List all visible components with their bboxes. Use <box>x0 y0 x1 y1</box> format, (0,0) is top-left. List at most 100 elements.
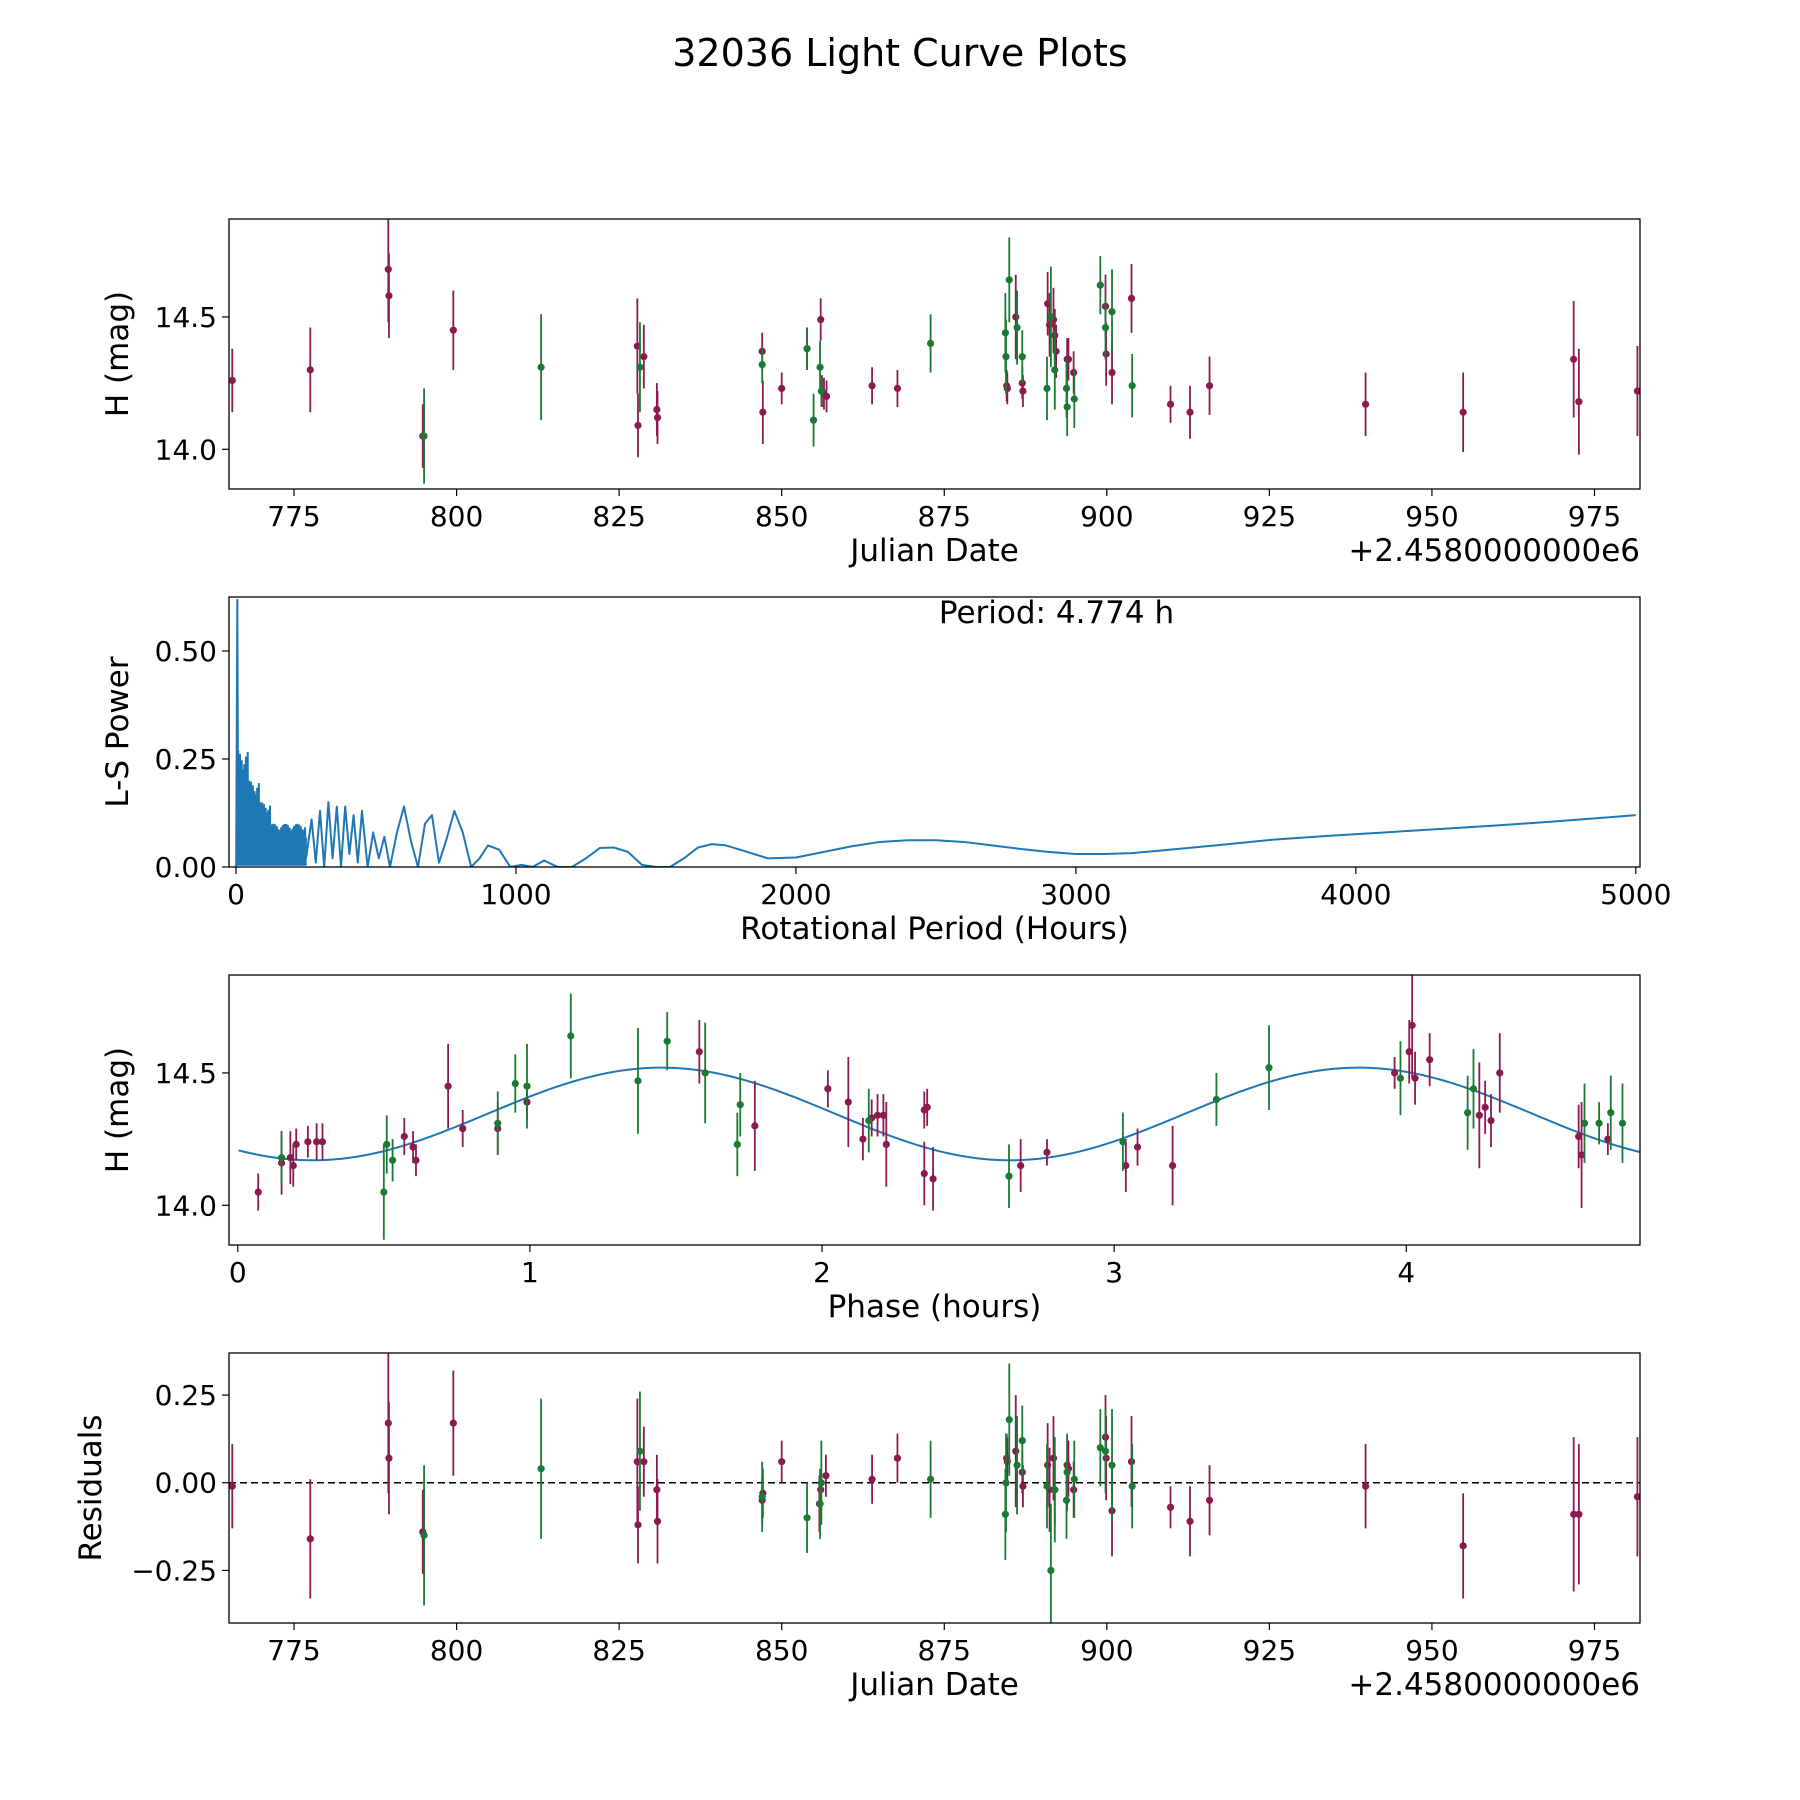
raw-data-point <box>1205 382 1214 390</box>
phased-data-point <box>923 1103 931 1111</box>
phased-ylabel: H (mag) <box>100 1047 136 1173</box>
phased-ytick-label: 14.0 <box>155 1189 217 1222</box>
phased-data-point <box>865 1116 873 1125</box>
raw-xtick-label: 800 <box>430 500 483 533</box>
phased-data-point <box>844 1098 852 1106</box>
raw-data-point <box>1108 308 1116 316</box>
phased-data-point <box>879 1111 887 1119</box>
periodogram-xtick-label: 4000 <box>1320 878 1391 911</box>
residuals-x-offset-label: +2.4580000000e6 <box>1348 1667 1640 1703</box>
phased-data-point <box>1133 1143 1142 1151</box>
raw-data-point <box>1063 403 1071 411</box>
residuals-data-point <box>653 1517 662 1525</box>
residuals-data-point <box>758 1493 766 1501</box>
raw-data-point <box>817 315 825 324</box>
phased-panel: 0 1 2 3 4 14.0 14.5 Phase (hours) H (mag) <box>100 974 1641 1325</box>
phased-xtick-label: 2 <box>813 1256 831 1289</box>
raw-data-point <box>1570 355 1578 363</box>
periodogram-line <box>305 801 1636 867</box>
residuals-data-point <box>1063 1468 1071 1476</box>
raw-data-point <box>1166 400 1175 408</box>
phased-data-point <box>1475 1111 1483 1119</box>
periodogram-xlabel: Rotational Period (Hours) <box>740 911 1129 947</box>
phased-data-point <box>1496 1069 1504 1077</box>
phased-series-green-filter <box>277 993 1627 1240</box>
residuals-data-point <box>1047 1566 1055 1575</box>
raw-data-point <box>803 345 811 353</box>
raw-data-point <box>816 363 824 371</box>
phased-data-point <box>277 1154 286 1162</box>
phased-data-point <box>292 1140 300 1149</box>
phased-data-point <box>1119 1138 1127 1146</box>
residuals-data-point <box>1002 1479 1010 1487</box>
periodogram-xtick-label: 5000 <box>1600 878 1671 911</box>
raw-xtick-label: 950 <box>1405 500 1458 533</box>
phased-model-curve <box>238 1066 1640 1162</box>
phased-data-point <box>733 1140 741 1149</box>
raw-data-point <box>449 326 457 334</box>
raw-ylabel: H (mag) <box>100 291 136 417</box>
phased-data-point <box>1426 1056 1434 1064</box>
phased-data-point <box>444 1082 452 1090</box>
phased-data-point <box>1043 1148 1051 1156</box>
residuals-data-point <box>1013 1461 1021 1469</box>
periodogram-ytick-label: 0.50 <box>155 635 217 668</box>
residuals-xtick-label: 950 <box>1405 1634 1458 1667</box>
raw-data-point <box>1362 400 1370 408</box>
residuals-data-point <box>449 1419 457 1427</box>
raw-data-point <box>817 387 825 395</box>
phased-data-point <box>1005 1172 1013 1180</box>
phased-data-point <box>701 1069 709 1077</box>
phased-data-point <box>318 1138 327 1146</box>
raw-data-point <box>1070 395 1078 403</box>
phased-data-point <box>1411 1074 1419 1082</box>
raw-ytick-label: 14.0 <box>155 433 217 466</box>
phased-xtick-label: 4 <box>1397 1256 1415 1289</box>
periodogram-xtick-label: 1000 <box>480 878 551 911</box>
phased-data-point <box>1017 1161 1025 1170</box>
residuals-axes-frame <box>228 1352 1641 1624</box>
raw-data-point <box>1186 408 1194 416</box>
phased-data-point <box>304 1138 312 1146</box>
raw-xlabel: Julian Date <box>848 533 1019 569</box>
phased-data-point <box>824 1085 832 1093</box>
raw-data-point <box>1128 382 1136 390</box>
residuals-data-point <box>1019 1482 1027 1490</box>
phased-data-point <box>695 1048 703 1056</box>
phased-xtick-label: 0 <box>229 1256 247 1289</box>
residuals-data-point <box>640 1458 648 1466</box>
residuals-data-point <box>1205 1496 1214 1504</box>
phased-data-point <box>511 1079 519 1088</box>
raw-xtick-label: 925 <box>1243 500 1296 533</box>
phased-data-point <box>634 1077 642 1085</box>
raw-data-point <box>1096 281 1104 289</box>
residuals-data-point <box>537 1465 545 1473</box>
phased-data-point <box>1481 1103 1489 1111</box>
periodogram-xtick-label: 2000 <box>760 878 831 911</box>
residuals-data-point <box>1070 1475 1078 1483</box>
phased-data-point <box>1580 1119 1589 1127</box>
raw-data-point <box>636 363 644 371</box>
residuals-xtick-label: 925 <box>1243 1634 1296 1667</box>
raw-axes-frame <box>228 218 1641 490</box>
residuals-data-point <box>1166 1503 1175 1511</box>
residuals-xtick-label: 775 <box>267 1634 320 1667</box>
raw-data-point <box>1633 387 1640 395</box>
residuals-xtick-label: 800 <box>430 1634 483 1667</box>
residuals-data-point <box>1570 1510 1578 1518</box>
raw-data-point <box>1012 313 1020 321</box>
raw-data-point <box>537 363 545 371</box>
residuals-data-point <box>1101 1447 1110 1455</box>
phased-data-point <box>1464 1109 1472 1117</box>
residuals-data-point <box>1049 1454 1058 1462</box>
raw-data-point <box>758 360 766 369</box>
residuals-data-point <box>634 1521 642 1529</box>
residuals-series-green-filter <box>420 1363 1136 1623</box>
raw-series-green-filter <box>420 237 1136 484</box>
phased-data-point <box>663 1037 671 1045</box>
raw-data-point <box>1127 294 1136 303</box>
phased-xlabel: Phase (hours) <box>828 1289 1042 1325</box>
raw-data-point <box>1108 368 1116 377</box>
residuals-data-point <box>1575 1510 1583 1518</box>
